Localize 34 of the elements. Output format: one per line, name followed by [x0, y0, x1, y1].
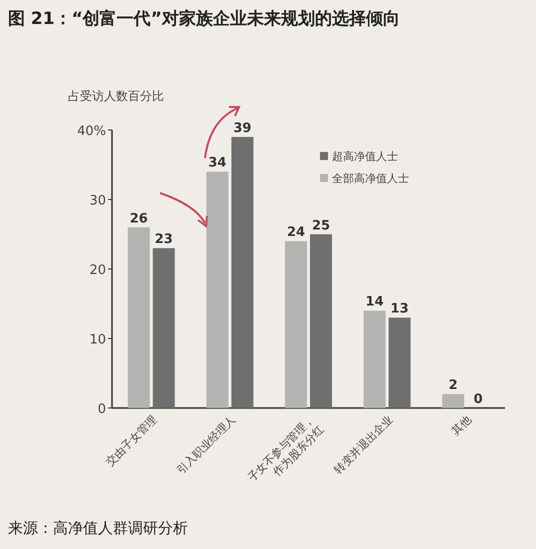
- legend-label: 超高净值人士: [332, 150, 398, 163]
- bar: [152, 248, 175, 408]
- y-axis-title: 占受访人数百分比: [68, 89, 164, 103]
- bar: [364, 310, 386, 408]
- data-label: 34: [208, 156, 226, 171]
- data-label: 39: [233, 120, 252, 136]
- data-label: 26: [130, 211, 148, 226]
- data-label: 13: [390, 302, 409, 317]
- chart-title: 图 21：“创富一代”对家族企业未来规划的选择倾向: [8, 9, 400, 29]
- data-label: 24: [286, 225, 306, 240]
- bar: [285, 241, 307, 408]
- data-label: 25: [312, 218, 330, 234]
- bar: [128, 227, 150, 408]
- data-label: 14: [366, 294, 384, 310]
- bar: [442, 394, 464, 408]
- bar: [231, 136, 254, 408]
- x-tick-label: 交由子女管理: [104, 412, 160, 469]
- legend-label: 全部高净值人士: [332, 172, 409, 185]
- source-note: 来源：高净值人群调研分析: [8, 519, 188, 537]
- data-label: 2: [448, 378, 458, 394]
- x-tick-label: 其他: [449, 412, 474, 438]
- x-tick-label: 转变并退出企业: [332, 412, 396, 477]
- data-label: 23: [154, 232, 173, 248]
- data-label: 0: [474, 392, 483, 407]
- y-tick-label: 40%: [77, 124, 106, 139]
- y-tick-label: 30: [89, 194, 106, 208]
- y-tick-label: 10: [89, 332, 106, 348]
- x-tick-label: 引入职业经理人: [174, 412, 238, 477]
- bar: [310, 234, 332, 408]
- y-tick-label: 20: [89, 263, 106, 278]
- x-tick-label: 子女不参与管理， 作为股东分红: [245, 412, 327, 484]
- bar: [388, 318, 411, 408]
- y-tick-label: 0: [98, 402, 106, 417]
- bar: [206, 172, 228, 408]
